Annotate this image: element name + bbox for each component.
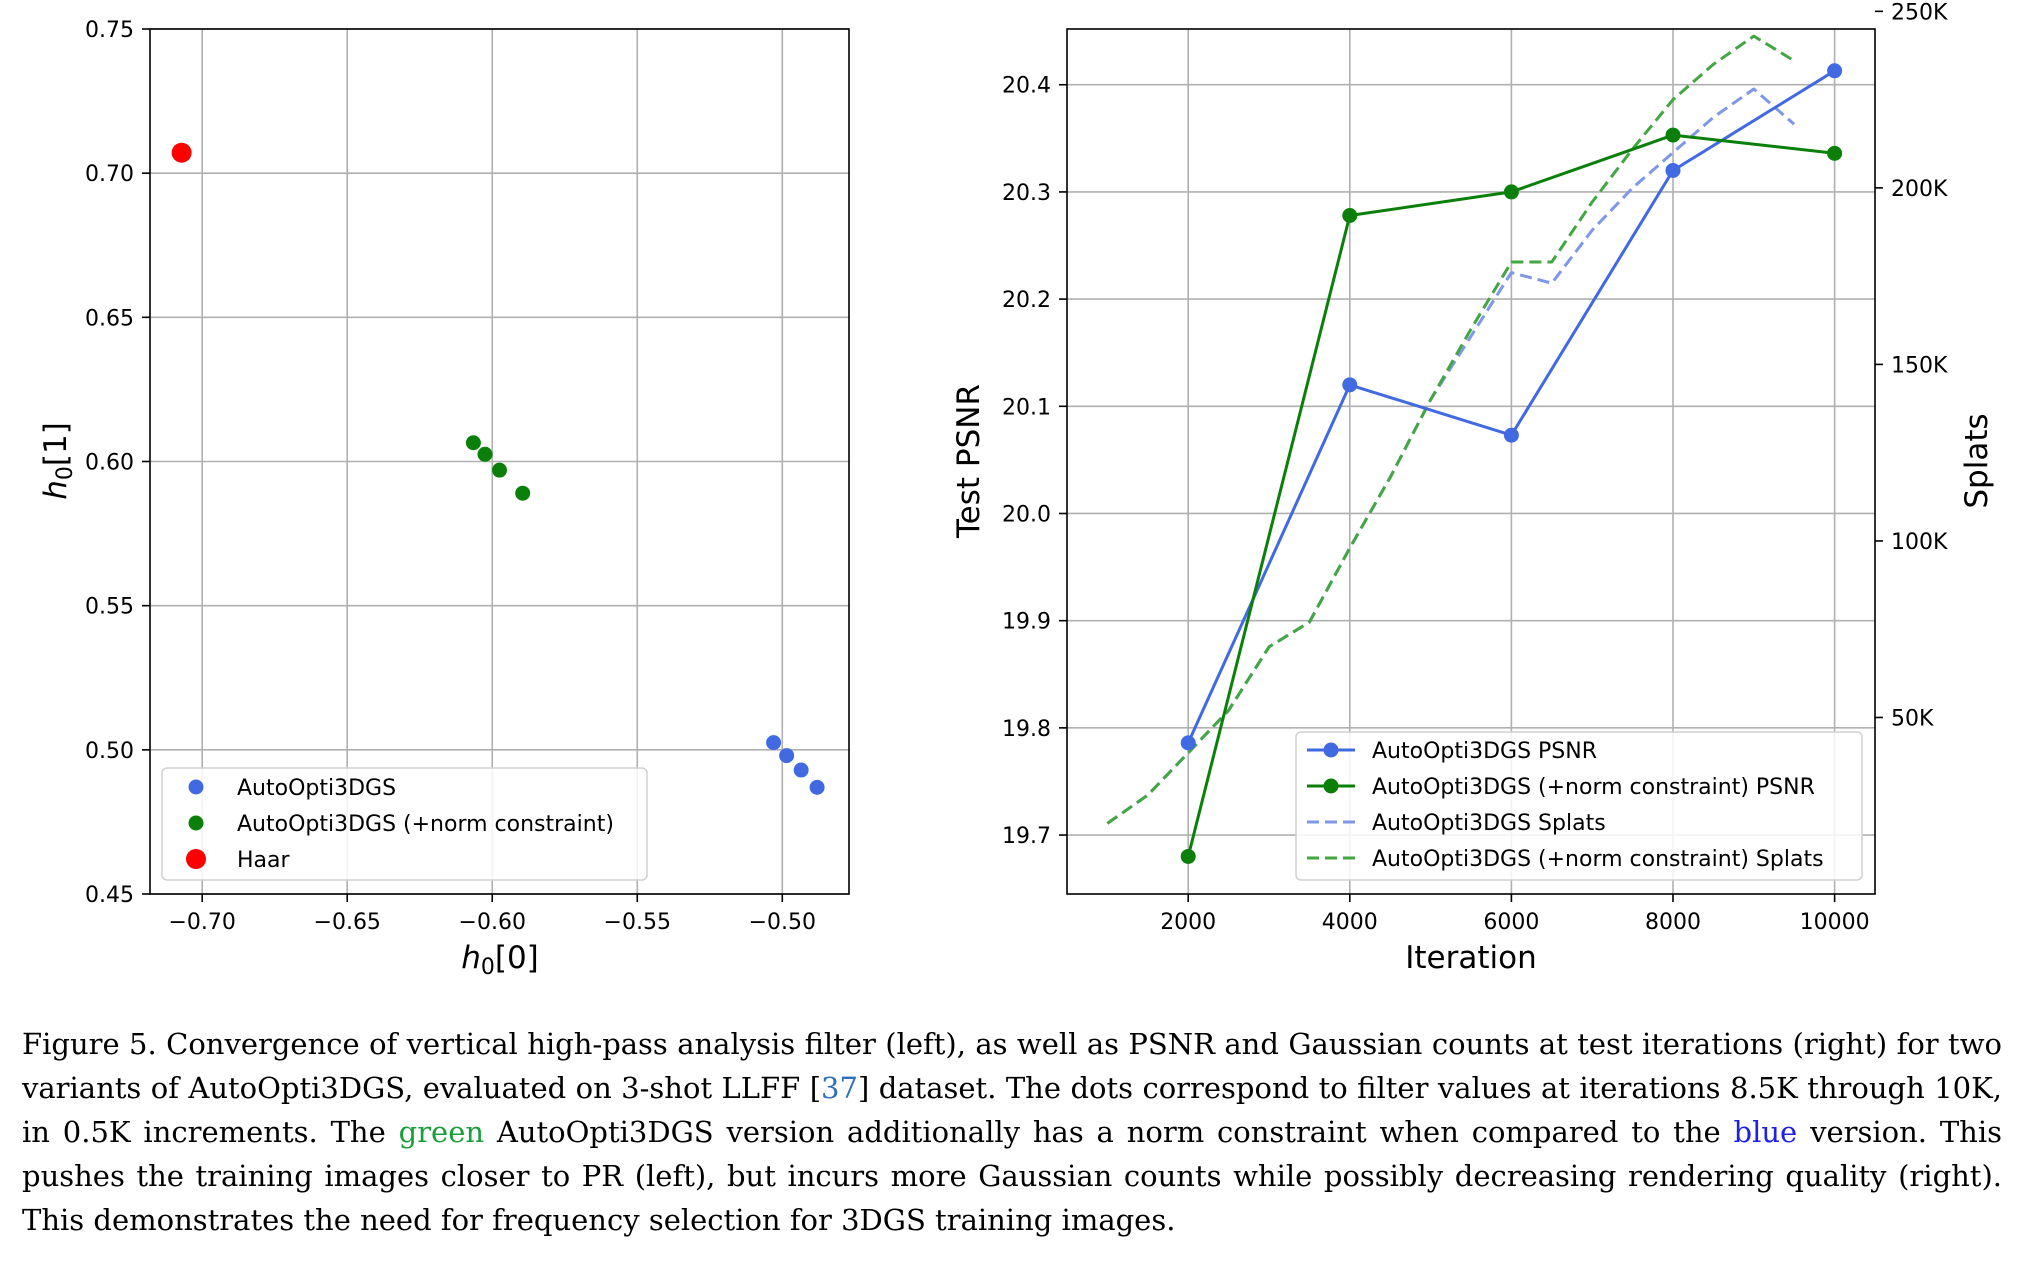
- right-y-axis-label: Test PSNR: [951, 384, 987, 539]
- scatter-point-autoopti3dgs-norm-constraint: [477, 446, 493, 462]
- right-y2-tick-label: 250K: [1891, 0, 1948, 25]
- series-point-autoopti3dgs-psnr: [1827, 63, 1843, 79]
- right-x-tick-label: 4000: [1322, 910, 1378, 935]
- right-y2-tick-label: 100K: [1891, 530, 1948, 555]
- right-y2-tick-label: 200K: [1891, 177, 1948, 202]
- left-x-axis-label-text: h0[0]: [461, 940, 539, 980]
- series-point-autoopti3dgs-norm-constraint-psnr: [1342, 208, 1358, 224]
- scatter-point-autoopti3dgs-norm-constraint: [515, 485, 531, 501]
- left-legend-marker: [188, 815, 204, 831]
- left-legend-marker: [186, 849, 206, 869]
- right-y2-axis-label: Splats: [1959, 413, 1995, 508]
- left-y-tick-label: 0.55: [85, 595, 134, 620]
- caption-part3: AutoOpti3DGS version additionally has a …: [484, 1115, 1734, 1149]
- left-legend-label: AutoOpti3DGS (+norm constraint): [237, 812, 614, 837]
- figure-caption: Figure 5. Convergence of vertical high-p…: [22, 1022, 2002, 1242]
- left-x-axis-label: h0[0]: [461, 940, 539, 980]
- right-x-tick-label: 2000: [1160, 910, 1216, 935]
- scatter-point-haar: [171, 142, 192, 163]
- right-y-tick-label: 20.1: [1002, 395, 1051, 420]
- right-y-tick-label: 20.4: [1002, 74, 1051, 99]
- figure-canvas: −0.70 −0.65 −0.60 −0.55 −0.50 0.45 0.50 0.55 0.6…: [38, 0, 1995, 980]
- caption-blue-word: blue: [1733, 1115, 1798, 1149]
- right-legend-label: AutoOpti3DGS Splats: [1372, 811, 1606, 836]
- series-point-autoopti3dgs-norm-constraint-psnr: [1665, 127, 1681, 143]
- right-y2-tick-label: 50K: [1891, 706, 1934, 731]
- right-legend-box: [1295, 731, 1863, 881]
- left-scatter-points: [171, 142, 825, 795]
- left-grid: [150, 28, 849, 895]
- right-ticks: 2000 4000 6000 8000 10000 19.7 19.8 19.9 20.0 20.…: [1002, 0, 1948, 935]
- right-x-tick-label: 8000: [1645, 910, 1701, 935]
- right-y-tick-label: 20.2: [1002, 288, 1051, 313]
- series-point-autoopti3dgs-psnr: [1503, 427, 1519, 443]
- right-x-tick-label: 6000: [1483, 910, 1539, 935]
- caption-citation-link[interactable]: 37: [821, 1071, 858, 1105]
- series-point-autoopti3dgs-norm-constraint-psnr: [1503, 184, 1519, 200]
- scatter-point-autoopti3dgs-norm-constraint: [492, 462, 507, 478]
- scatter-point-autoopti3dgs: [766, 735, 782, 751]
- right-x-tick-label: 10000: [1800, 910, 1870, 935]
- caption-prefix: Figure 5. Convergence of vertical high-p…: [22, 1027, 2002, 1105]
- right-legend-label: AutoOpti3DGS (+norm constraint) PSNR: [1372, 775, 1815, 800]
- series-line-autoopti3dgs-norm-constraint-splats: [1106, 34, 1795, 825]
- right-plot-frame: [1066, 28, 1876, 895]
- right-y-tick-label: 19.9: [1002, 610, 1051, 635]
- left-legend-box: [161, 767, 648, 881]
- left-ticks: −0.70 −0.65 −0.60 −0.55 −0.50 0.45 0.50 0.55 0.6…: [85, 18, 816, 935]
- left-y-axis-label-text: h0[1]: [38, 422, 78, 500]
- left-y-tick-label: 0.60: [85, 451, 134, 476]
- left-y-axis-label: h0[1]: [38, 422, 78, 500]
- series-line-autoopti3dgs-splats: [1106, 87, 1796, 825]
- left-x-tick-label: −0.60: [459, 910, 526, 935]
- right-legend-marker: [1323, 778, 1339, 794]
- caption-part2: ] dataset. The dots correspond to filter…: [22, 1071, 2002, 1149]
- right-y-tick-label: 20.3: [1002, 181, 1051, 206]
- left-x-tick-label: −0.70: [168, 910, 235, 935]
- right-legend: AutoOpti3DGS PSNR AutoOpti3DGS (+norm con…: [1295, 731, 1863, 881]
- right-legend-marker: [1323, 742, 1339, 758]
- left-legend-marker: [188, 779, 204, 795]
- series-point-autoopti3dgs-norm-constraint-psnr: [1180, 848, 1196, 864]
- left-y-tick-label: 0.75: [85, 18, 134, 43]
- right-y-tick-label: 20.0: [1002, 502, 1051, 527]
- left-x-tick-label: −0.55: [604, 910, 671, 935]
- series-point-autoopti3dgs-psnr: [1180, 735, 1196, 751]
- left-scatter-chart: −0.70 −0.65 −0.60 −0.55 −0.50 0.45 0.50 0.55 0.6…: [38, 18, 850, 980]
- series-point-autoopti3dgs-norm-constraint-psnr: [1827, 145, 1843, 161]
- caption-green-word: green: [398, 1115, 485, 1149]
- scatter-point-autoopti3dgs: [793, 762, 809, 778]
- scatter-point-autoopti3dgs: [779, 748, 795, 764]
- scatter-point-autoopti3dgs: [809, 779, 825, 795]
- right-legend-label: AutoOpti3DGS (+norm constraint) Splats: [1372, 847, 1824, 872]
- left-legend: AutoOpti3DGS AutoOpti3DGS (+norm constrai…: [161, 767, 648, 881]
- left-y-tick-label: 0.50: [85, 739, 134, 764]
- left-x-tick-label: −0.50: [749, 910, 816, 935]
- caption-part4: version. This pushes the training images…: [22, 1115, 2003, 1237]
- left-legend-label: AutoOpti3DGS: [237, 776, 396, 801]
- right-y-tick-label: 19.8: [1002, 717, 1051, 742]
- right-line-chart: 2000 4000 6000 8000 10000 19.7 19.8 19.9 20.0 20.…: [951, 0, 1995, 976]
- left-y-tick-label: 0.45: [85, 883, 134, 908]
- right-legend-label: AutoOpti3DGS PSNR: [1372, 739, 1597, 764]
- left-legend-label: Haar: [237, 848, 291, 873]
- series-point-autoopti3dgs-psnr: [1342, 377, 1358, 393]
- left-y-tick-label: 0.70: [85, 162, 134, 187]
- scatter-point-autoopti3dgs-norm-constraint: [465, 435, 481, 451]
- left-y-tick-label: 0.65: [85, 306, 134, 331]
- right-series-lines: [1106, 34, 1843, 864]
- right-y-tick-label: 19.7: [1002, 824, 1051, 849]
- right-y2-tick-label: 150K: [1891, 353, 1948, 378]
- right-x-axis-label: Iteration: [1405, 940, 1537, 976]
- left-x-tick-label: −0.65: [314, 910, 381, 935]
- series-point-autoopti3dgs-psnr: [1665, 162, 1681, 178]
